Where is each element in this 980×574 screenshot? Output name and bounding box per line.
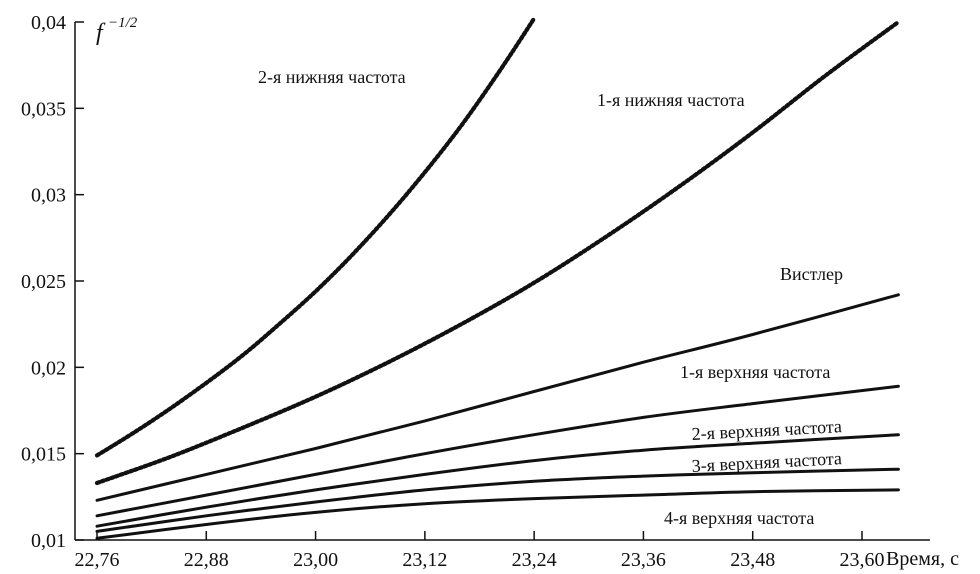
series-label-2: 1-я нижняя частота [597,90,745,110]
y-axis-title: f −1/2 [96,15,138,46]
y-tick-label: 0,025 [21,271,66,293]
x-tick-label: 23,00 [293,549,338,571]
y-tick-label: 0,03 [31,185,66,207]
series-label-4: 1-я верхняя частота [680,362,830,382]
series-labels: 2-я нижняя частота 1-я нижняя частота Вист… [258,67,843,528]
series-line-4 [95,384,900,518]
x-tick-label: 23,12 [402,549,447,571]
series-label-7: 4-я верхняя частота [664,508,814,528]
series-line-3 [95,293,900,502]
x-ticks: 22,76 22,88 23,00 23,12 23,24 23,36 23,48 23,60 [75,531,885,571]
x-tick-label: 23,36 [621,549,666,571]
y-tick-label: 0,04 [31,12,66,34]
y-tick-label: 0,01 [31,530,66,552]
series-group [94,16,901,540]
y-tick-label: 0,015 [21,444,66,466]
x-tick-label: 23,48 [730,549,775,571]
x-tick-label: 23,24 [512,549,557,571]
series-line-5 [95,433,900,528]
series-label-1: 2-я нижняя частота [258,67,406,87]
series-line-1 [94,16,537,458]
series-line-6 [95,467,900,533]
x-tick-label: 22,76 [75,549,120,571]
series-line-7 [95,488,900,540]
x-tick-label: 23,60 [840,549,885,571]
y-tick-label: 0,02 [31,357,66,379]
x-axis-label: Время, с [886,548,959,570]
y-axis-label: f [96,20,106,46]
x-tick-label: 22,88 [184,549,229,571]
y-ticks: 0,01 0,015 0,02 0,025 0,03 0,035 0,04 [21,12,84,552]
y-axis-label-exponent: −1/2 [108,15,138,31]
series-label-3: Вистлер [780,264,843,284]
series-line-2 [94,19,901,486]
y-tick-label: 0,035 [21,98,66,120]
